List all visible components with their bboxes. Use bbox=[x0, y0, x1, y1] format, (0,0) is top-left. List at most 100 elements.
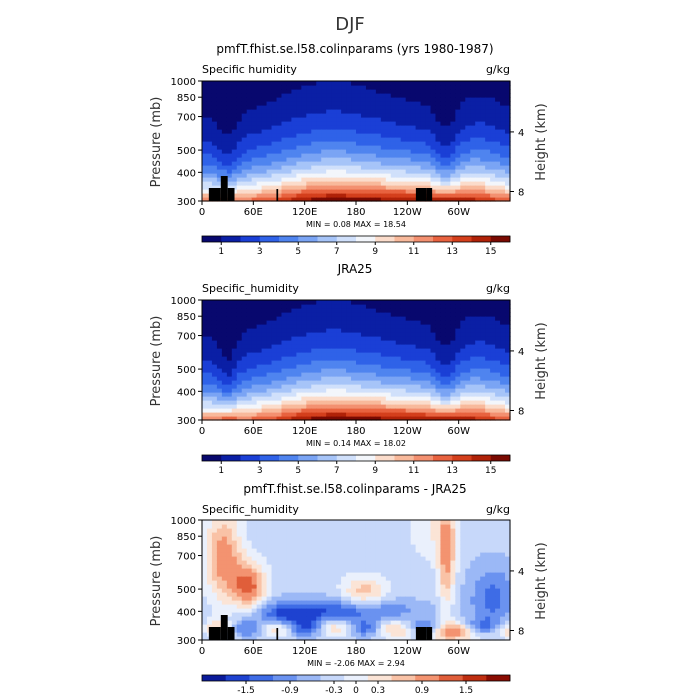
heatmap-cell bbox=[336, 568, 342, 573]
heatmap-cell bbox=[246, 564, 253, 569]
heatmap-cell bbox=[370, 352, 377, 357]
heatmap-cell bbox=[316, 404, 322, 409]
heatmap-cell bbox=[435, 416, 442, 421]
heatmap-cell bbox=[261, 628, 268, 633]
colorbar-segment bbox=[317, 455, 338, 461]
heatmap-cell bbox=[301, 165, 307, 170]
heatmap-cell bbox=[455, 404, 461, 409]
heatmap-cell bbox=[485, 304, 491, 309]
heatmap-cell bbox=[236, 181, 243, 186]
heatmap-cell bbox=[341, 388, 347, 393]
heatmap-cell bbox=[465, 105, 471, 110]
heatmap-cell bbox=[485, 133, 491, 138]
heatmap-cell bbox=[375, 324, 382, 329]
heatmap-cell bbox=[505, 133, 511, 138]
heatmap-cell bbox=[380, 572, 387, 577]
heatmap-cell bbox=[490, 149, 496, 154]
heatmap-cell bbox=[286, 129, 293, 134]
heatmap-cell bbox=[405, 137, 412, 142]
heatmap-cell bbox=[226, 300, 233, 305]
heatmap-cell bbox=[311, 520, 317, 525]
heatmap-cell bbox=[400, 336, 407, 341]
heatmap-cell bbox=[395, 125, 402, 130]
heatmap-cell bbox=[440, 141, 447, 146]
heatmap-cell bbox=[490, 193, 496, 198]
heatmap-cell bbox=[375, 193, 382, 198]
heatmap-cell bbox=[425, 388, 432, 393]
heatmap-cell bbox=[351, 628, 357, 633]
heatmap-cell bbox=[321, 520, 327, 525]
heatmap-cell bbox=[360, 584, 367, 589]
heatmap-cell bbox=[351, 404, 357, 409]
heatmap-cell bbox=[380, 616, 387, 621]
heatmap-cell bbox=[331, 133, 337, 138]
heatmap-cell bbox=[306, 572, 312, 577]
heatmap-cell bbox=[490, 129, 496, 134]
heatmap-cell bbox=[435, 157, 442, 162]
heatmap-cell bbox=[221, 576, 228, 581]
heatmap-cell bbox=[380, 540, 387, 545]
heatmap-cell bbox=[385, 396, 392, 401]
heatmap-cell bbox=[331, 624, 337, 629]
heatmap-cell bbox=[375, 384, 382, 389]
heatmap-cell bbox=[326, 308, 332, 313]
heatmap-cell bbox=[435, 125, 442, 130]
heatmap-cell bbox=[435, 113, 442, 118]
heatmap-cell bbox=[301, 81, 307, 86]
heatmap-cell bbox=[336, 600, 342, 605]
y-tick-label: 850 bbox=[177, 93, 196, 104]
heatmap-cell bbox=[346, 608, 352, 613]
heatmap-cell bbox=[266, 312, 273, 317]
heatmap-cell bbox=[351, 376, 357, 381]
heatmap-cell bbox=[370, 189, 377, 194]
heatmap-cell bbox=[316, 308, 322, 313]
heatmap-cell bbox=[405, 197, 412, 202]
heatmap-cell bbox=[410, 157, 417, 162]
heatmap-cell bbox=[241, 596, 248, 601]
heatmap-cell bbox=[331, 332, 337, 337]
heatmap-cell bbox=[425, 312, 432, 317]
terrain-block bbox=[208, 188, 221, 201]
heatmap-cell bbox=[356, 568, 362, 573]
heatmap-cell bbox=[485, 372, 491, 377]
heatmap-cell bbox=[241, 368, 248, 373]
heatmap-cell bbox=[306, 352, 312, 357]
heatmap-cell bbox=[395, 408, 402, 413]
heatmap-cell bbox=[445, 109, 451, 114]
colorbar-segment bbox=[336, 455, 357, 461]
heatmap-cell bbox=[211, 85, 218, 90]
heatmap-cell bbox=[271, 348, 278, 353]
heatmap-cell bbox=[296, 416, 302, 421]
heatmap-cell bbox=[296, 380, 302, 385]
heatmap-cell bbox=[301, 624, 307, 629]
heatmap-cell bbox=[460, 404, 466, 409]
heatmap-cell bbox=[385, 101, 392, 106]
heatmap-cell bbox=[410, 185, 417, 190]
colorbar-tick-label: 5 bbox=[295, 247, 301, 257]
heatmap-cell bbox=[281, 388, 288, 393]
heatmap-cell bbox=[475, 93, 481, 98]
heatmap-cell bbox=[380, 584, 387, 589]
heatmap-cell bbox=[246, 608, 253, 613]
heatmap-cell bbox=[400, 328, 407, 333]
heatmap-cell bbox=[360, 356, 367, 361]
heatmap-cell bbox=[410, 101, 417, 106]
heatmap-cell bbox=[202, 125, 208, 130]
heatmap-cell bbox=[286, 384, 293, 389]
heatmap-cell bbox=[202, 304, 208, 309]
heatmap-cell bbox=[311, 193, 317, 198]
heatmap-cell bbox=[475, 153, 481, 158]
heatmap-cell bbox=[316, 189, 322, 194]
heatmap-cell bbox=[351, 137, 357, 142]
heatmap-cell bbox=[440, 189, 447, 194]
heatmap-cell bbox=[346, 173, 352, 178]
heatmap-cell bbox=[286, 576, 293, 581]
heatmap-cell bbox=[385, 193, 392, 198]
heatmap-cell bbox=[331, 412, 337, 417]
heatmap-cell bbox=[495, 137, 501, 142]
heatmap-cell bbox=[365, 572, 372, 577]
heatmap-cell bbox=[316, 125, 322, 130]
heatmap-cell bbox=[306, 372, 312, 377]
heatmap-cell bbox=[271, 372, 278, 377]
heatmap-cell bbox=[445, 320, 451, 325]
